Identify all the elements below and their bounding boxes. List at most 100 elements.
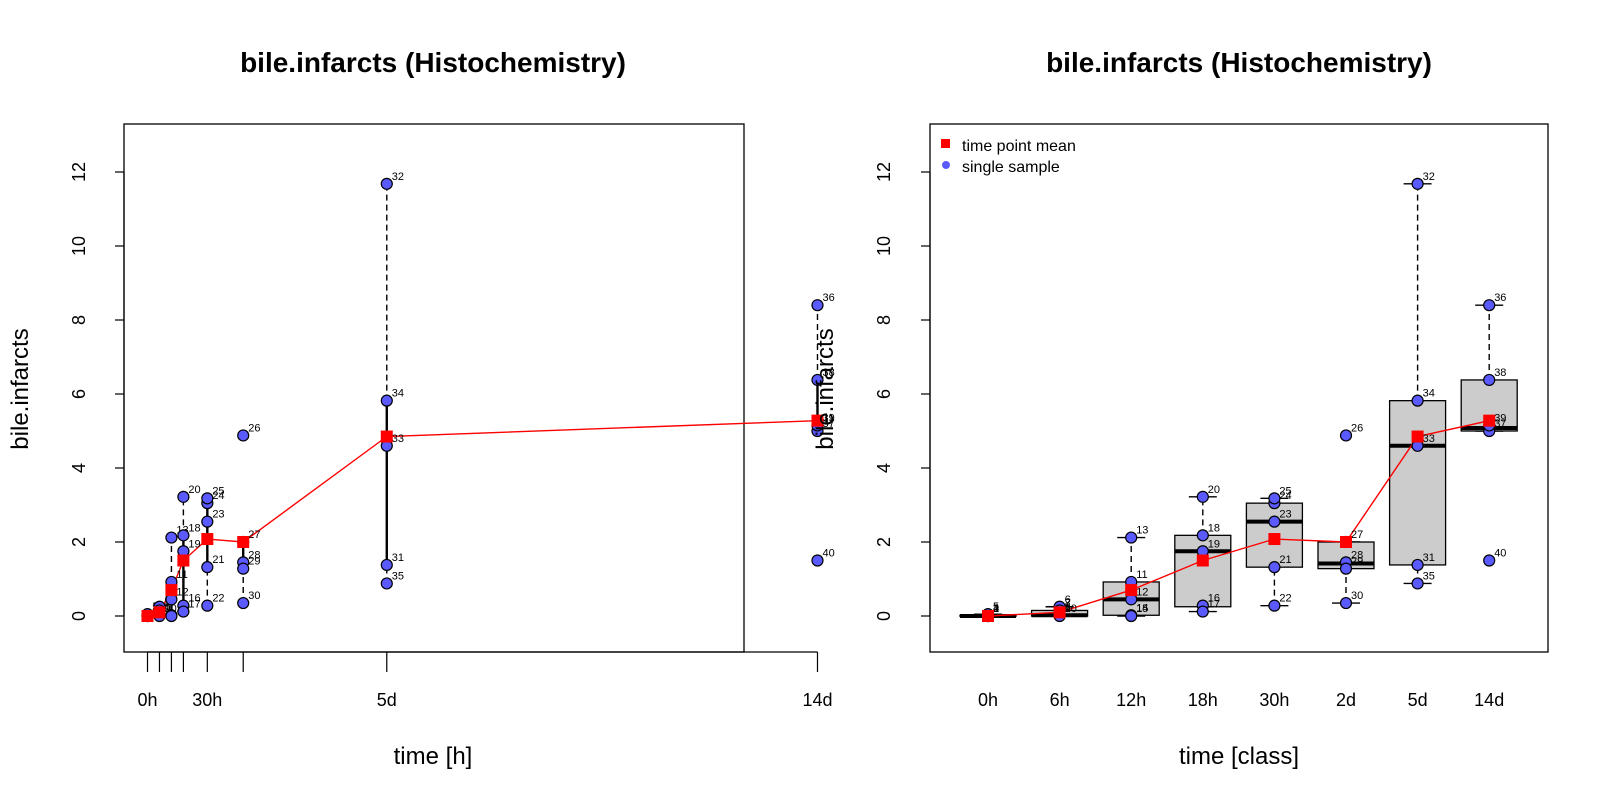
sample-label: 37 — [822, 418, 834, 430]
sample-point — [811, 554, 824, 567]
sample-label: 38 — [1494, 367, 1506, 379]
sample-label: 5 — [993, 601, 999, 613]
y-tick-label: 4 — [874, 463, 894, 473]
sample-label: 17 — [188, 599, 200, 611]
data-marks: 1234567891011121314151617181920212223242… — [141, 171, 835, 623]
mean-marker — [165, 584, 178, 597]
sample-point — [1125, 531, 1138, 544]
y-tick-label: 8 — [874, 315, 894, 325]
sample-label: 16 — [188, 593, 200, 605]
sample-point — [811, 373, 824, 387]
x-tick-label: 5d — [377, 690, 397, 710]
y-axis-label: bile.infarcts — [812, 328, 839, 449]
sample-point — [1268, 515, 1281, 528]
sample-label: 25 — [1279, 485, 1291, 497]
y-tick-label: 4 — [69, 463, 89, 473]
sample-label: 6 — [1065, 594, 1071, 606]
sample-label: 32 — [1423, 171, 1435, 183]
sample-label: 8 — [164, 601, 170, 613]
sample-label: 18 — [188, 522, 200, 534]
sample-label: 14 — [1136, 602, 1148, 614]
sample-label: 12 — [1136, 586, 1148, 598]
x-tick-label: 6h — [1050, 690, 1070, 710]
y-tick-label: 12 — [874, 162, 894, 182]
mean-marker — [982, 610, 994, 622]
sample-label: 39 — [1494, 412, 1506, 424]
sample-point — [1411, 394, 1424, 407]
sample-label: 15 — [1136, 603, 1148, 615]
x-axis: 0h 30h 5d 14d — [137, 651, 833, 710]
y-tick-label: 6 — [69, 389, 89, 399]
sample-point — [177, 605, 190, 618]
sample-point — [177, 529, 190, 542]
sample-point — [1196, 605, 1209, 618]
sample-label: 11 — [176, 569, 187, 581]
sample-label: 38 — [822, 367, 834, 379]
sample-point — [811, 299, 824, 312]
sample-point — [1411, 558, 1424, 572]
y-axis-label: bile.infarcts — [7, 328, 34, 449]
sample-label: 26 — [248, 422, 260, 434]
chart-title: bile.infarcts (Histochemistry) — [1046, 47, 1432, 78]
sample-label: 20 — [1208, 484, 1220, 496]
sample-label: 2 — [993, 603, 999, 615]
sample-point — [1339, 429, 1353, 442]
sample-label: 16 — [1208, 593, 1220, 605]
sample-label: 34 — [1423, 388, 1435, 400]
sample-point — [380, 558, 393, 572]
legend-label-sample: single sample — [962, 159, 1060, 176]
mean-line — [987, 419, 1490, 617]
mean-marker — [237, 536, 250, 548]
sample-point — [165, 609, 178, 623]
x-axis-label: time [class] — [1179, 743, 1299, 770]
sample-label: 24 — [212, 490, 224, 502]
sample-point — [1483, 299, 1496, 312]
sample-point — [201, 515, 214, 528]
panel-time-class: bile.infarcts (Histochemistry) time [cla… — [812, 47, 1549, 770]
sample-label: 4 — [993, 602, 999, 614]
mean-marker — [1268, 533, 1281, 546]
y-tick-label: 10 — [69, 236, 89, 256]
sample-label: 18 — [1208, 522, 1220, 534]
sample-label: 28 — [248, 549, 260, 561]
x-tick-label: 0h — [137, 690, 157, 710]
mean-marker — [1340, 536, 1352, 548]
sample-label: 19 — [1208, 538, 1220, 550]
y-tick-label: 2 — [874, 537, 894, 547]
sample-label: 20 — [188, 484, 200, 496]
legend-sample-marker — [942, 161, 950, 169]
sample-label: 27 — [248, 529, 260, 541]
sample-point — [380, 577, 393, 590]
x-tick-label: 30h — [192, 690, 222, 710]
sample-point — [201, 599, 214, 612]
mean-line — [147, 419, 818, 617]
sample-point — [177, 490, 190, 503]
sample-point — [1196, 490, 1209, 503]
sample-label: 11 — [1136, 569, 1147, 581]
sample-label: 21 — [1279, 554, 1291, 566]
x-axis-label: time [h] — [394, 743, 473, 770]
y-axis: 0 2 4 6 8 10 12 — [69, 162, 125, 621]
sample-label: 22 — [1279, 593, 1291, 605]
mean-marker — [1411, 430, 1424, 443]
data-marks: 1234567891011121314151617181920212223242… — [959, 171, 1518, 623]
sample-label: 8 — [1065, 601, 1071, 613]
sample-label: 21 — [212, 554, 224, 566]
sample-point — [1411, 177, 1424, 190]
mean-marker — [177, 554, 190, 567]
sample-label: 32 — [392, 171, 404, 183]
sample-label: 17 — [1208, 599, 1220, 611]
y-tick-label: 12 — [69, 162, 89, 182]
sample-point — [1339, 596, 1353, 610]
mean-marker — [811, 414, 824, 427]
sample-label: 3 — [993, 603, 999, 615]
sample-point — [1125, 609, 1138, 623]
sample-label: 39 — [822, 412, 834, 424]
y-tick-label: 0 — [69, 611, 89, 621]
plot-frame — [929, 123, 1549, 653]
box — [1388, 400, 1447, 566]
sample-label: 23 — [1279, 509, 1291, 521]
y-tick-label: 10 — [874, 236, 894, 256]
sample-label: 27 — [1351, 529, 1363, 541]
